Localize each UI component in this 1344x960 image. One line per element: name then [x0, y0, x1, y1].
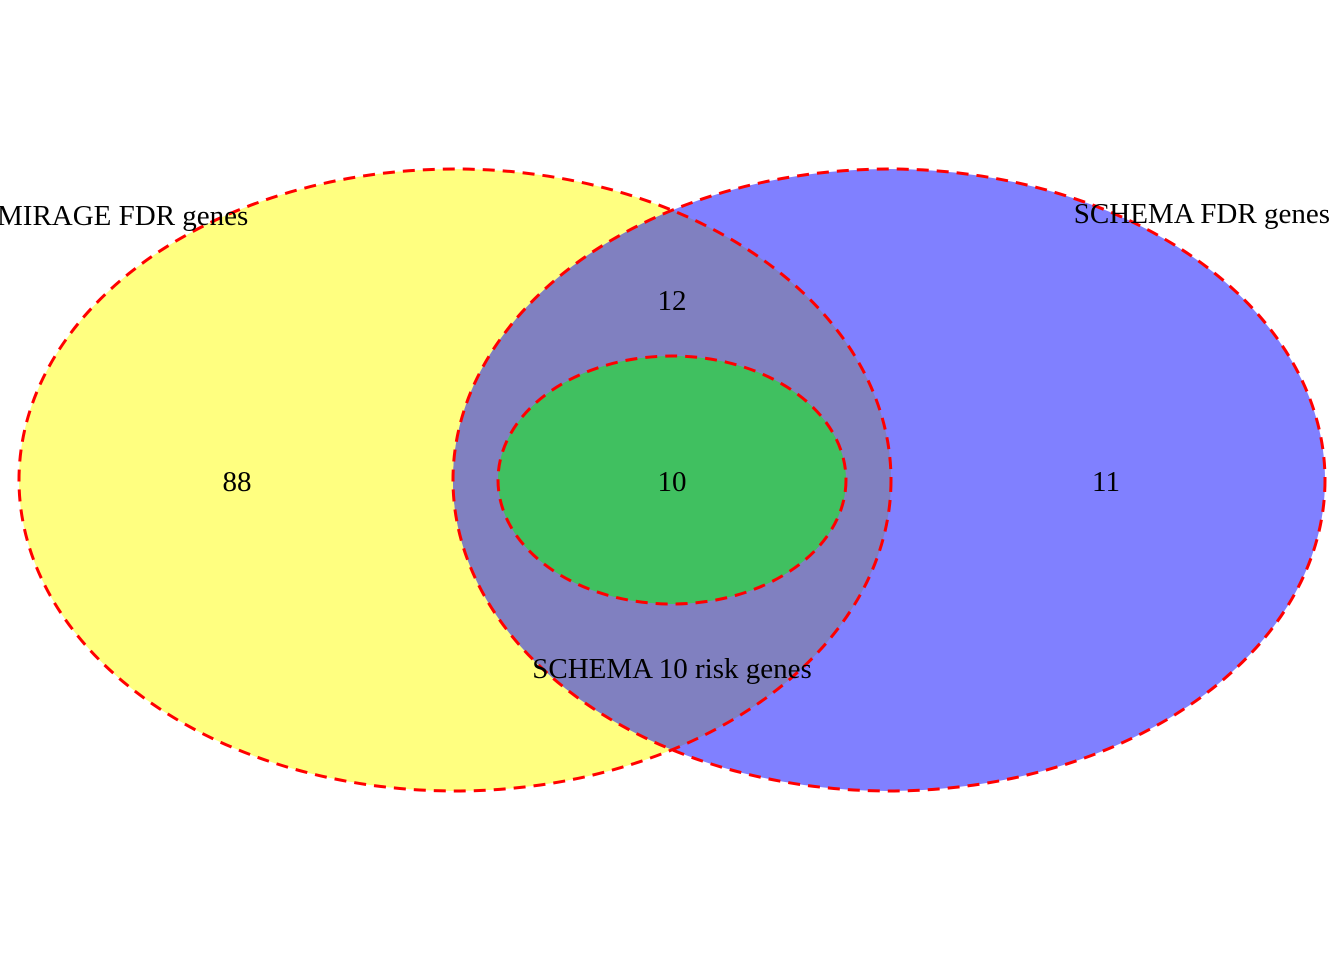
- risk-set-label: SCHEMA 10 risk genes: [532, 653, 812, 685]
- mirage-only-count: 88: [223, 466, 252, 498]
- risk-set-outline: [496, 354, 848, 606]
- mirage-schema-overlap-fill: [453, 169, 891, 791]
- risk-set-fill: [498, 356, 846, 604]
- schema-set-label: SCHEMA FDR genes: [1074, 198, 1330, 230]
- mirage-set-outline: [17, 167, 893, 793]
- mirage-schema-overlap-count: 12: [658, 285, 687, 317]
- all-three-overlap-count: 10: [658, 466, 687, 498]
- mirage-set-label: MIRAGE FDR genes: [0, 200, 248, 232]
- schema-only-count: 11: [1092, 466, 1120, 498]
- schema-set-outline: [451, 167, 1327, 793]
